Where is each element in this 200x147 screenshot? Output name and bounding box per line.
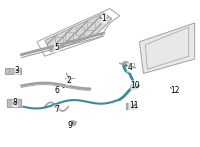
Text: 12: 12 [170,86,180,95]
Circle shape [131,84,138,89]
Text: 7: 7 [54,105,59,114]
Polygon shape [139,23,195,74]
Text: 1: 1 [102,14,106,23]
Text: 9: 9 [68,121,73,130]
Text: 11: 11 [129,101,138,110]
Text: 3: 3 [15,66,20,75]
Circle shape [69,121,76,126]
Polygon shape [45,13,112,52]
Text: 5: 5 [54,43,59,52]
Text: 8: 8 [13,98,18,107]
Bar [126,103,136,109]
Bar [7,99,21,107]
Text: 4: 4 [127,63,132,72]
Bar [5,69,21,74]
Circle shape [122,62,129,67]
Text: 10: 10 [131,81,140,90]
Text: 6: 6 [54,86,59,95]
Text: 2: 2 [66,76,71,85]
